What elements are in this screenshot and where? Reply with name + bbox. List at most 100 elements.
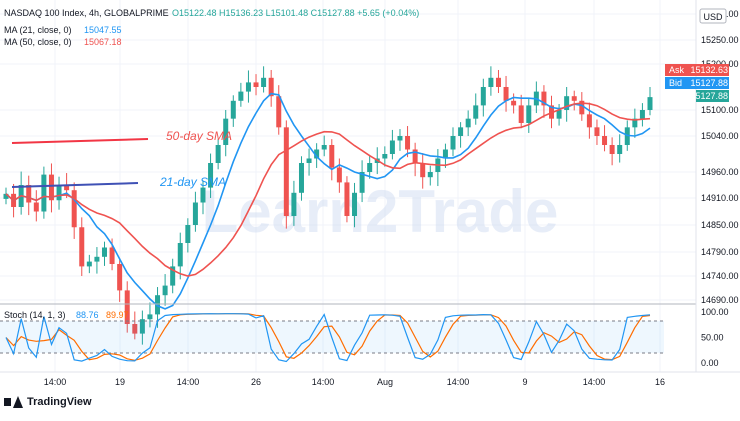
candle xyxy=(261,77,267,87)
candle xyxy=(321,145,327,150)
candle xyxy=(344,182,350,216)
x-tick-label: 26 xyxy=(251,377,261,387)
candle xyxy=(639,110,645,119)
candle xyxy=(495,77,501,87)
candle xyxy=(3,193,9,199)
candle xyxy=(177,243,183,267)
stoch-k-line xyxy=(5,313,651,363)
candle xyxy=(617,145,623,154)
candle xyxy=(609,145,615,154)
candle xyxy=(185,225,191,243)
candle xyxy=(306,158,312,163)
legend-stoch-k: 88.76 xyxy=(76,310,99,320)
stoch-tick-label: 100.00 xyxy=(701,307,729,317)
candle xyxy=(94,256,100,262)
candle xyxy=(647,97,653,110)
candle xyxy=(473,105,479,119)
candle xyxy=(571,96,577,101)
candle xyxy=(458,127,464,136)
candle xyxy=(117,264,123,291)
y-tick-label: 14960.00 xyxy=(701,167,739,177)
sma50-annotation: 50-day SMA xyxy=(166,129,232,143)
candle xyxy=(382,154,388,159)
candle xyxy=(124,290,130,324)
candle xyxy=(480,87,486,106)
tradingview-icon xyxy=(4,396,23,408)
ma21-line xyxy=(5,92,651,310)
candle xyxy=(427,172,433,178)
legend-stoch: Stoch (14, 1, 3) xyxy=(4,310,66,320)
legend: NASDAQ 100 Index, 4h, GLOBALPRIME O15122… xyxy=(4,8,419,320)
candle xyxy=(283,127,289,216)
candle xyxy=(223,118,229,145)
tradingview-logo[interactable]: TradingView xyxy=(4,396,92,408)
x-tick-label: 16 xyxy=(655,377,665,387)
candle xyxy=(359,172,365,193)
candle xyxy=(488,77,494,87)
candle xyxy=(352,192,358,216)
candle xyxy=(192,202,198,225)
candle xyxy=(518,105,524,123)
candle xyxy=(33,202,39,212)
currency-badge[interactable]: USD xyxy=(699,8,727,24)
candle xyxy=(276,96,282,128)
bid-tag: Bid 15127.88 xyxy=(665,77,729,89)
y-tick-label: 14850.00 xyxy=(701,220,739,230)
bid-label: Bid xyxy=(669,78,682,88)
candle xyxy=(162,285,168,296)
x-tick-label: 14:00 xyxy=(312,377,335,387)
sma21-annotation: 21-day SMA xyxy=(159,175,226,189)
candle xyxy=(465,118,471,128)
bid-value: 15127.88 xyxy=(690,78,728,88)
candle xyxy=(556,110,562,119)
y-tick-label: 15100.00 xyxy=(701,105,739,115)
candle xyxy=(268,77,274,97)
candle xyxy=(397,136,403,141)
candle xyxy=(586,114,592,128)
y-tick-label: 14910.00 xyxy=(701,193,739,203)
tradingview-label: TradingView xyxy=(27,396,92,408)
candle xyxy=(245,82,251,92)
x-tick-label: Aug xyxy=(377,377,393,387)
candle xyxy=(132,324,138,334)
ask-label: Ask xyxy=(669,65,685,75)
candle xyxy=(139,319,145,334)
legend-ohlc: O15122.48 H15136.23 L15101.48 C15127.88 … xyxy=(172,8,419,18)
x-tick-label: 14:00 xyxy=(447,377,470,387)
candle xyxy=(367,163,373,172)
candle xyxy=(511,100,517,106)
legend-stoch-d: 89.97 xyxy=(106,310,129,320)
x-tick-label: 14:00 xyxy=(583,377,606,387)
candle xyxy=(64,185,70,191)
candle xyxy=(405,136,411,150)
candle xyxy=(541,91,547,106)
candle xyxy=(230,100,236,119)
candle xyxy=(564,96,570,110)
candle xyxy=(170,266,176,286)
x-tick-label: 19 xyxy=(115,377,125,387)
candle xyxy=(579,100,585,115)
ma50-line xyxy=(5,102,651,277)
legend-ma21-value: 15047.55 xyxy=(84,25,122,35)
legend-ma50: MA (50, close, 0) xyxy=(4,37,72,47)
candle xyxy=(298,163,304,193)
candle xyxy=(602,136,608,145)
candle xyxy=(56,185,62,201)
ask-value: 15132.63 xyxy=(690,65,728,75)
y-tick-label: 15040.00 xyxy=(701,131,739,141)
candle xyxy=(41,174,47,212)
stoch-tick-label: 50.00 xyxy=(701,333,724,343)
x-tick-label: 14:00 xyxy=(177,377,200,387)
candle xyxy=(336,167,342,183)
candle xyxy=(412,149,418,163)
candle xyxy=(200,187,206,203)
candle xyxy=(48,174,54,201)
legend-ma21: MA (21, close, 0) xyxy=(4,25,72,35)
candle xyxy=(26,185,32,203)
candle xyxy=(109,247,115,264)
candle xyxy=(526,105,532,123)
candle xyxy=(101,247,107,257)
sma50-trendline xyxy=(11,138,149,144)
last-price-tag: 15127.88 xyxy=(690,90,729,102)
